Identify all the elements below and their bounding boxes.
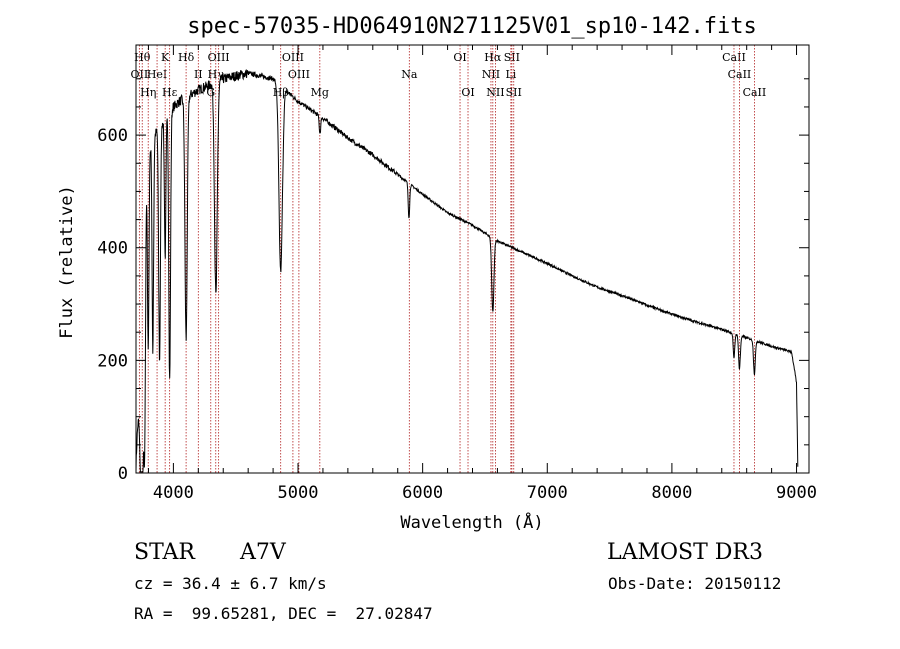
emission-line-markers: OIIHθHηHeIKHεHδIIGHγOIIIHβOIIIOIIIMgNaOI… [131,45,767,473]
line-label: NII [482,68,500,81]
line-label: K [161,51,170,64]
x-tick-label: 6000 [402,483,443,503]
line-label: HeI [147,68,167,81]
redshift-value: cz = 36.4 ± 6.7 km/s [134,574,327,593]
survey-name: LAMOST DR3 [607,540,763,565]
y-tick-label: 600 [97,126,128,146]
line-label: Hδ [178,51,195,64]
line-label: Hθ [134,51,151,64]
line-label: NII [486,86,504,99]
spectral-class: A7V [240,540,286,565]
x-axis-label: Wavelength (Å) [400,511,543,533]
line-label: Mg [311,86,329,99]
y-tick-label: 400 [97,239,128,259]
line-label: OI [461,86,474,99]
line-label: CaII [728,68,752,81]
line-label: SII [506,86,522,99]
observation-date: Obs-Date: 20150112 [608,574,782,593]
line-label: Hε [162,86,178,99]
line-label: Hα [484,51,502,64]
line-label: OII [131,68,149,81]
line-label: SII [504,51,520,64]
line-label: CaII [743,86,767,99]
x-tick-label: 4000 [153,483,194,503]
line-label: G [206,86,215,99]
axes: 4000 5000 6000 7000 8000 9000 0 200 400 600 [97,44,817,503]
spectrum-series [135,69,799,473]
y-axis-label: Flux (relative) [57,185,77,339]
y-tick-label: 0 [118,464,128,484]
x-tick-label: 5000 [278,483,319,503]
x-tick-label: 9000 [776,483,817,503]
line-label: II [194,68,203,81]
plot-frame [135,44,810,474]
line-label: Hγ [208,68,225,81]
chart-title: spec-57035-HD064910N271125V01_sp10-142.f… [187,14,757,39]
line-label: Li [505,68,516,81]
line-label: OIII [208,51,230,64]
line-label: OIII [282,51,304,64]
line-label: OIII [288,68,310,81]
line-label: Na [401,68,418,81]
line-label: Hη [140,86,156,99]
coordinates: RA = 99.65281, DEC = 27.02847 [134,604,433,623]
y-tick-label: 200 [97,351,128,371]
x-tick-label: 7000 [527,483,568,503]
object-type: STAR [134,540,195,565]
x-tick-label: 8000 [651,483,692,503]
line-label: CaII [722,51,746,64]
line-label: OI [453,51,466,64]
